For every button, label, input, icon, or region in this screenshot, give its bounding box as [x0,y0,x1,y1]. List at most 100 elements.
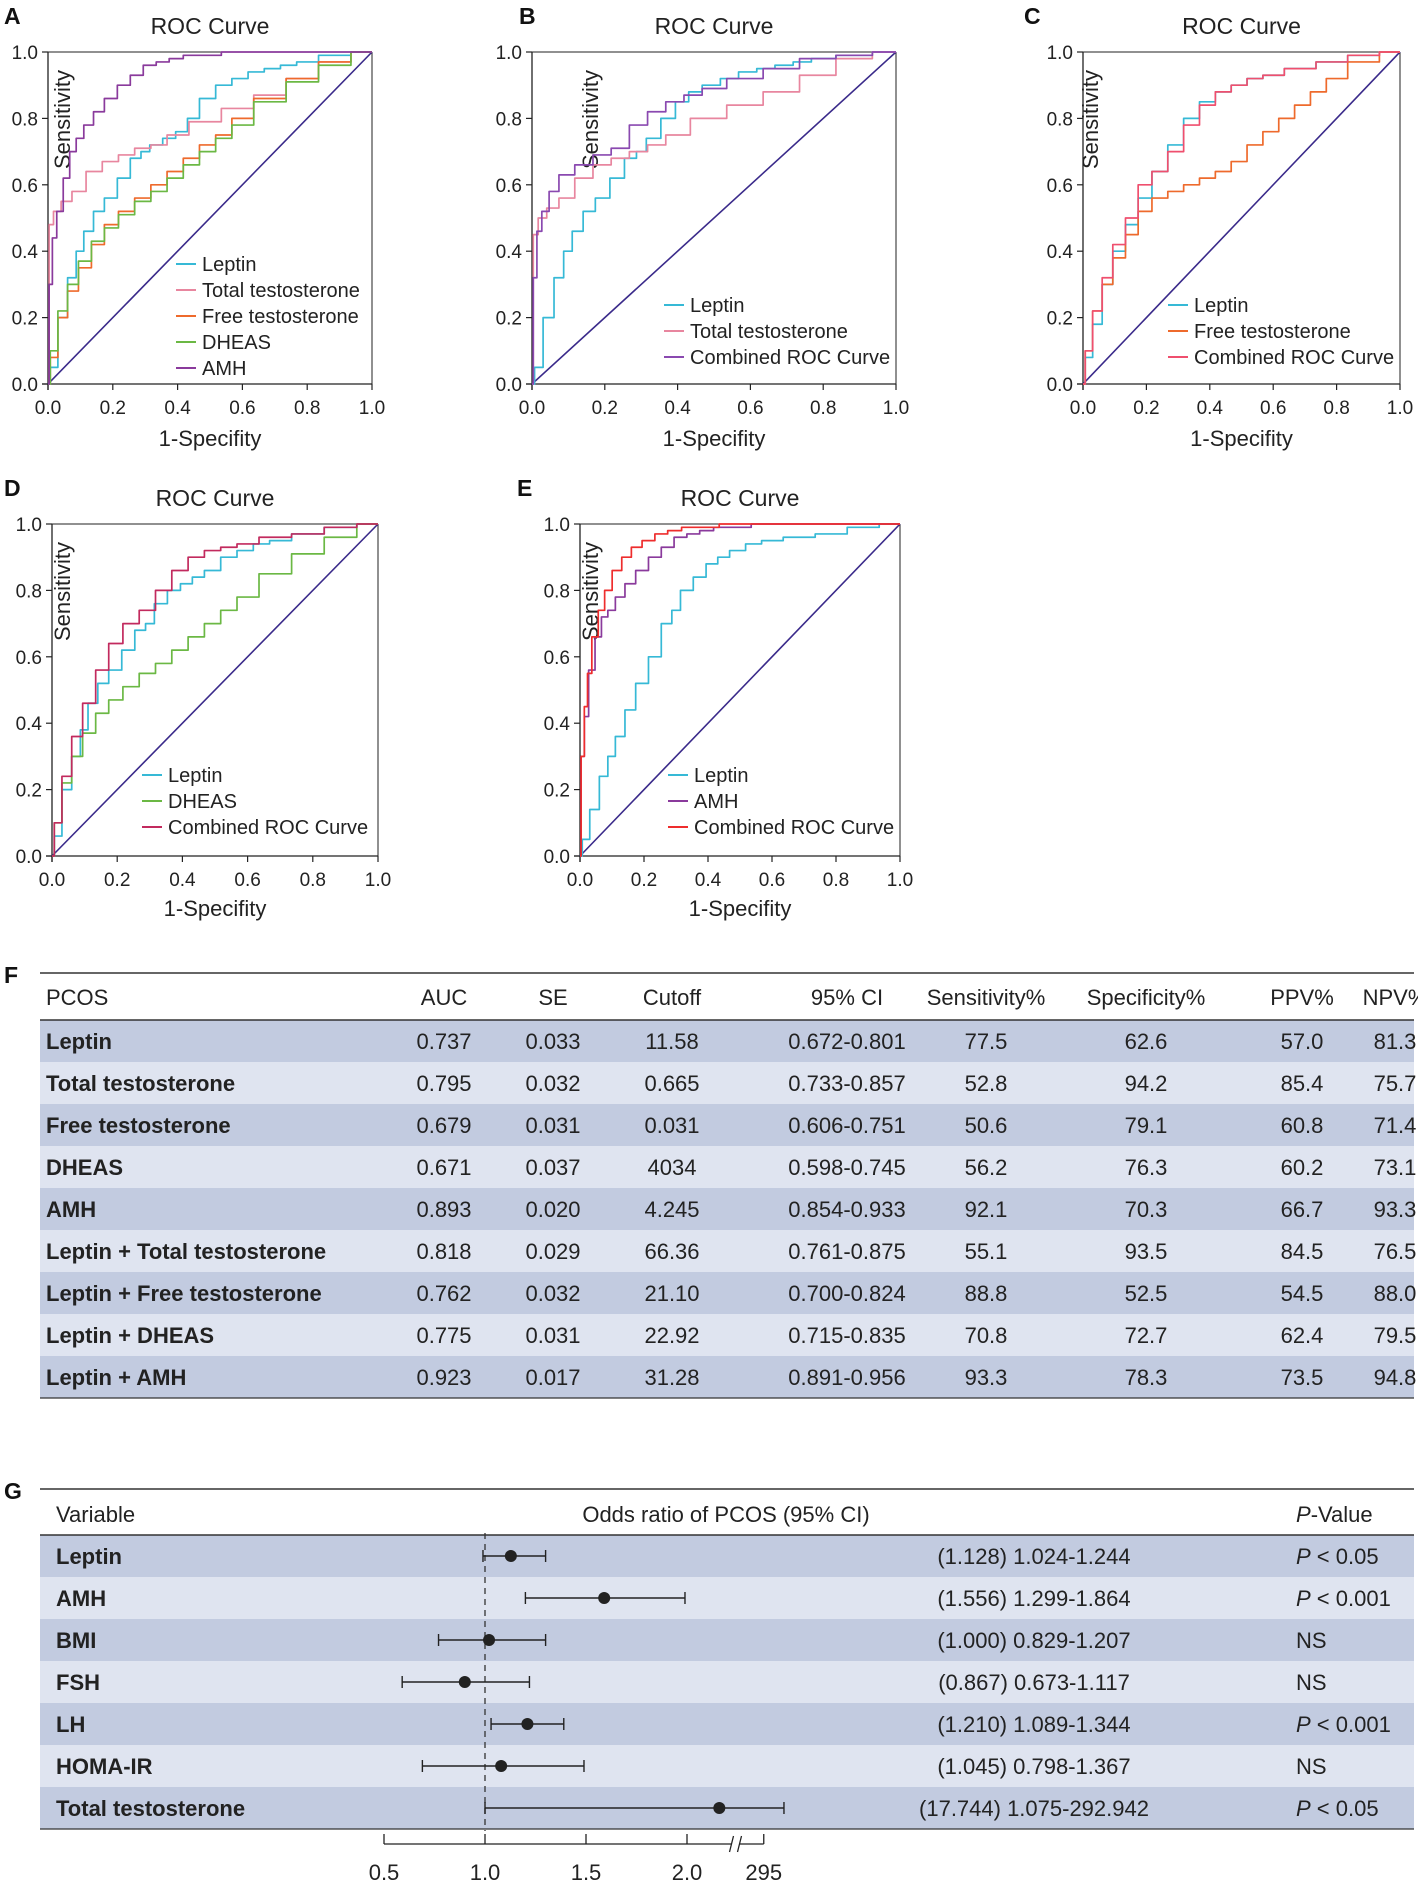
table-cell: 52.8 [965,1071,1008,1096]
table-cell: 60.2 [1281,1155,1324,1180]
panel-b-series-combined-roc-curve [532,51,896,385]
panel-c-y-tick-label: 0.8 [1047,109,1073,130]
panel-d-y-tick-label: 0.2 [16,781,42,802]
table-cell: 94.2 [1125,1071,1168,1096]
table-cell: 0.700-0.824 [788,1281,905,1306]
panel-b-x-tick-label: 0.0 [519,398,545,419]
table-cell: 0.761-0.875 [788,1239,905,1264]
forest-p-rest: NS [1296,1754,1327,1779]
forest-row-bg [40,1745,1414,1787]
forest-p-value: NS [1296,1754,1327,1779]
table-cell: 93.5 [1125,1239,1168,1264]
table-cell: 0.818 [416,1239,471,1264]
table-header-cell: Cutoff [643,985,702,1010]
table-header-cell: Specificity% [1087,985,1206,1010]
panel-d-x-tick-label: 0.6 [234,870,260,891]
panel-a-x-tick-label: 0.4 [164,398,191,419]
table-cell: 50.6 [965,1113,1008,1138]
panel-d-x-label: 1-Specifity [164,896,267,921]
table-header-cell: AUC [421,985,468,1010]
panel-e-legend-label-amh: AMH [694,791,738,813]
forest-p-rest: < 0.05 [1311,1544,1379,1569]
table-row-label: Leptin + DHEAS [46,1323,214,1348]
table-cell: 54.5 [1281,1281,1324,1306]
roc-panels: A ROC Curve 0.0 0.2 0.4 0.6 0.8 1.0 0.0 0.2 0.4 0.6… [4,3,1413,921]
panel-a-legend-label-total-testosterone: Total testosterone [202,280,360,302]
panel-c-series-combined-roc-curve [1083,51,1400,385]
table-row-label: Free testosterone [46,1113,231,1138]
forest-variable-label: Leptin [56,1544,122,1569]
table-cell: 88.8 [965,1281,1008,1306]
table-cell: 79.5 [1374,1323,1417,1348]
panel-d-y-label: Sensitivity [50,542,75,641]
panel-e-x-tick-label: 0.0 [567,870,593,891]
table-cell: 70.8 [965,1323,1008,1348]
panel-d-y-tick-label: 0.6 [16,648,42,669]
panel-b-y-tick-label: 1.0 [496,43,522,64]
table-row: AMH 0.893 0.020 4.245 0.854-0.933 92.1 70.3 66.… [46,1197,1416,1222]
forest-variable-label: AMH [56,1586,106,1611]
table-cell: 73.5 [1281,1365,1324,1390]
forest-p-rest: < 0.05 [1311,1796,1379,1821]
panel-a-x-label: 1-Specifity [159,426,262,451]
forest-p-italic: P [1296,1544,1311,1569]
forest-x-tick-label: 2.0 [672,1860,703,1885]
panel-d-legend-label-leptin: Leptin [168,765,223,787]
panel-c-y-tick-label: 0.4 [1047,242,1074,263]
panel-e-letter: E [517,475,532,501]
panel-c-x-tick-label: 0.2 [1133,398,1159,419]
forest-variable-label: Total testosterone [56,1796,245,1821]
forest-point [713,1802,726,1814]
table-row-label: Leptin + Total testosterone [46,1239,326,1264]
panel-e-reference-line [579,523,901,857]
panel-e-x-tick-label: 1.0 [887,870,913,891]
forest-or-text: (1.556) 1.299-1.864 [937,1586,1130,1611]
table-cell: 0.795 [416,1071,471,1096]
panel-g-letter: G [4,1478,22,1504]
table-cell: 93.3 [965,1365,1008,1390]
forest-p-value: P < 0.05 [1296,1796,1379,1821]
panel-d-y-tick-label: 0.0 [16,847,42,868]
table-cell: 62.4 [1281,1323,1324,1348]
table-cell: 0.665 [644,1071,699,1096]
panel-b-x-tick-label: 0.2 [592,398,618,419]
table-cell: 4.245 [644,1197,699,1222]
table-cell: 66.36 [644,1239,699,1264]
table-row: Leptin + AMH 0.923 0.017 31.28 0.891-0.956 93… [46,1365,1416,1390]
panel-a-x-tick-label: 0.2 [100,398,126,419]
panel-a-legend-label-dheas: DHEAS [202,332,271,354]
table-cell: 84.5 [1281,1239,1324,1264]
panel-e-curves [580,523,900,857]
table-row-bg [40,1314,1414,1356]
panel-c-x-tick-label: 1.0 [1387,398,1413,419]
panel-a-series-free-testosterone [48,51,372,385]
panel-a-x-tick-label: 0.0 [35,398,61,419]
table-row: Leptin + Free testosterone 0.762 0.032 21.1… [46,1281,1416,1306]
forest-p-value: P < 0.05 [1296,1544,1379,1569]
table-cell: 0.854-0.933 [788,1197,905,1222]
table-header-cell: NPV% [1363,985,1418,1010]
panel-b-legend-label-combined-roc-curve: Combined ROC Curve [690,347,890,369]
table-header-cell: Sensitivity% [927,985,1046,1010]
panel-a-y-tick-label: 0.4 [12,242,39,263]
table-row-bg [40,1146,1414,1188]
table-row: Total testosterone 0.795 0.032 0.665 0.733-0… [46,1071,1416,1096]
forest-p-rest: < 0.001 [1311,1712,1391,1737]
table-cell: 55.1 [965,1239,1008,1264]
table-row: Leptin 0.737 0.033 11.58 0.672-0.801 77.5 62.6… [46,1029,1416,1054]
table-header-cell: PPV% [1270,985,1334,1010]
forest-axis-break-1 [728,1835,735,1853]
panel-a-y-label: Sensitivity [50,70,75,169]
forest-row-bg [40,1577,1414,1619]
table-cell: 77.5 [965,1029,1008,1054]
panel-e-x-tick-label: 0.2 [631,870,657,891]
forest-variable-label: FSH [56,1670,100,1695]
panel-b-letter: B [519,3,536,29]
panel-a-legend-label-amh: AMH [202,358,246,380]
panel-a-series-amh [48,51,372,385]
panel-a-x-tick-label: 0.6 [229,398,255,419]
table-row: Leptin + DHEAS 0.775 0.031 22.92 0.715-0.835… [46,1323,1416,1348]
panel-c-legend-label-free-testosterone: Free testosterone [1194,321,1351,343]
